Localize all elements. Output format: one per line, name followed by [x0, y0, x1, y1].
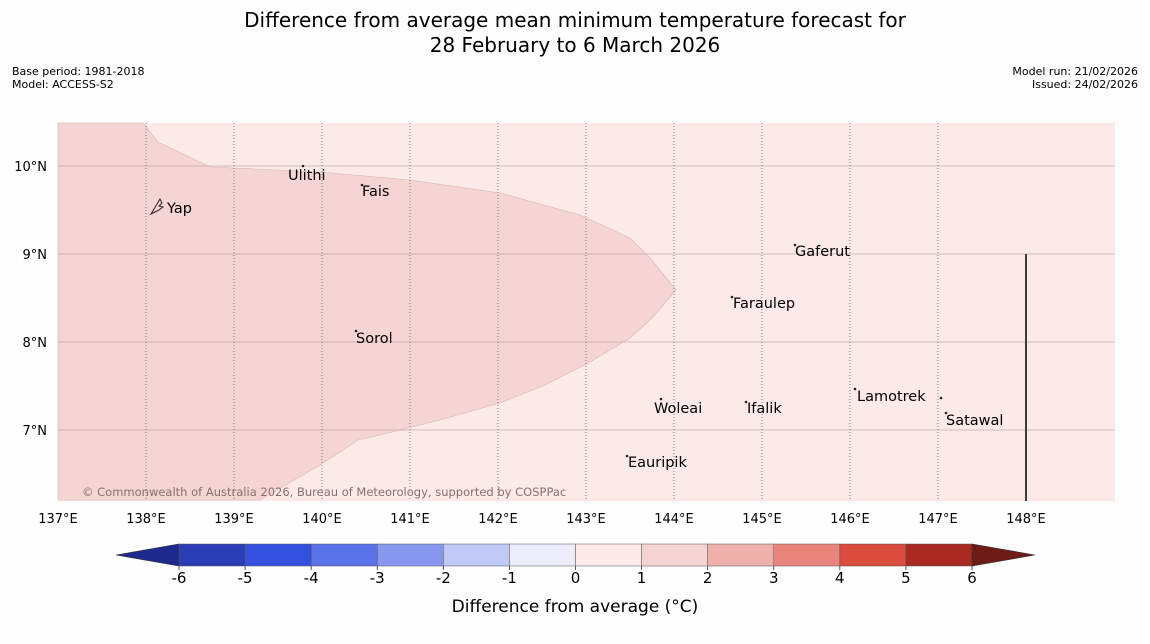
place-ulithi: Ulithi [288, 168, 326, 184]
chart-title: Difference from average mean minimum tem… [0, 8, 1150, 58]
colorbar-segment [443, 543, 510, 567]
woleai-dot [659, 397, 663, 401]
eauripik-dot [625, 454, 629, 458]
islands [149, 164, 948, 458]
colorbar-segment [310, 543, 378, 567]
colorbar-segment [905, 543, 973, 567]
place-eauripik: Eauripik [628, 455, 687, 471]
lat-label-9: 9°N [23, 248, 48, 263]
model-run: Model run: 21/02/2026 [1012, 65, 1138, 78]
place-gaferut: Gaferut [795, 244, 850, 260]
lamotrek-dot [853, 387, 857, 391]
colorbar-segment [707, 543, 775, 567]
colorbar-tick-label: 6 [967, 569, 977, 587]
colorbar-tick-label: -6 [172, 569, 187, 587]
gaferut-dot [793, 243, 797, 247]
lon-label-141: 141°E [390, 512, 430, 527]
lon-label-143: 143°E [566, 512, 606, 527]
place-yap: Yap [166, 201, 192, 217]
lon-label-138: 138°E [126, 512, 166, 527]
colorbar: -6 -5 -4 -3 -2 -1 0 1 2 3 4 5 6 [115, 543, 1036, 587]
lamotrek-dot-2 [939, 396, 943, 400]
place-lamotrek: Lamotrek [857, 389, 926, 405]
colorbar-tick-label: 0 [571, 569, 581, 587]
colorbar-tick-label: -3 [370, 569, 385, 587]
meta-right: Model run: 21/02/2026 Issued: 24/02/2026 [1012, 65, 1138, 91]
place-faraulep: Faraulep [733, 296, 795, 312]
title-line-2: 28 February to 6 March 2026 [429, 33, 721, 57]
satawal-dot [944, 411, 948, 415]
lon-label-140: 140°E [302, 512, 342, 527]
place-sorol: Sorol [356, 331, 393, 347]
colorbar-tick-label: 1 [637, 569, 647, 587]
ifalik-dot [744, 400, 748, 404]
title-line-1: Difference from average mean minimum tem… [244, 8, 906, 32]
colorbar-tick-label: -5 [238, 569, 253, 587]
colorbar-segment [509, 543, 576, 567]
colorbar-extend-low [115, 543, 180, 567]
colorbar-tick-label: 2 [703, 569, 713, 587]
colorbar-tick-label: -2 [436, 569, 451, 587]
ulithi-dot [301, 164, 305, 168]
lon-label-142: 142°E [478, 512, 518, 527]
lon-label-146: 146°E [830, 512, 870, 527]
place-woleai: Woleai [654, 401, 702, 417]
colorbar-tick-label: 4 [835, 569, 845, 587]
sorol-dot [354, 329, 358, 333]
colorbar-tick-label: 5 [901, 569, 911, 587]
colorbar-segment [575, 543, 642, 567]
colorbar-segment [773, 543, 841, 567]
faraulep-dot [730, 295, 734, 299]
lon-label-144: 144°E [654, 512, 694, 527]
base-period: Base period: 1981-2018 [12, 65, 145, 78]
colorbar-segment [178, 543, 246, 567]
colorbar-segment [244, 543, 312, 567]
lat-label-10: 10°N [14, 160, 47, 175]
lon-label-139: 139°E [214, 512, 254, 527]
colorbar-tick-label: -1 [502, 569, 517, 587]
colorbar-extend-high [971, 543, 1036, 567]
lon-label-147: 147°E [918, 512, 958, 527]
lon-label-137: 137°E [38, 512, 78, 527]
lat-label-8: 8°N [23, 336, 48, 351]
copyright-notice: © Commonwealth of Australia 2026, Bureau… [82, 485, 566, 499]
issued-date: Issued: 24/02/2026 [1031, 78, 1138, 91]
anomaly-shade-1-2 [57, 122, 677, 501]
model-name: Model: ACCESS-S2 [12, 78, 114, 91]
lon-label-145: 145°E [742, 512, 782, 527]
meta-left: Base period: 1981-2018 Model: ACCESS-S2 [12, 65, 144, 91]
lat-label-7: 7°N [23, 424, 48, 439]
colorbar-tick-label: 3 [769, 569, 779, 587]
place-satawal: Satawal [946, 413, 1003, 429]
place-fais: Fais [362, 184, 389, 200]
colorbar-segment [377, 543, 444, 567]
place-ifalik: Ifalik [747, 401, 782, 417]
colorbar-tick-label: -4 [304, 569, 319, 587]
lon-label-148: 148°E [1006, 512, 1046, 527]
colorbar-label: Difference from average (°C) [452, 597, 699, 617]
graticule [58, 123, 1115, 501]
colorbar-segment [641, 543, 708, 567]
yap-island-outline [149, 197, 165, 216]
colorbar-segment [839, 543, 907, 567]
fais-dot [360, 183, 364, 187]
